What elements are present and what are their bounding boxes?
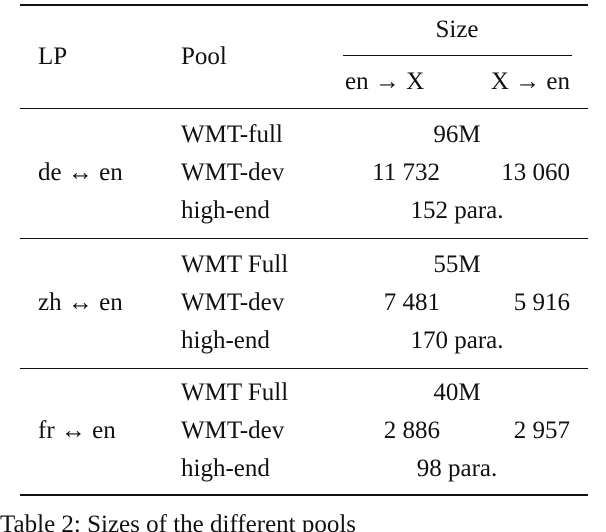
header-size: Size xyxy=(435,16,479,43)
header-lp: LP xyxy=(38,43,68,70)
header-en-x: en → X xyxy=(345,68,425,95)
pool: WMT-dev xyxy=(181,417,285,444)
pool: high-end xyxy=(181,327,270,354)
group-rule xyxy=(20,238,588,239)
size: 170 para. xyxy=(410,327,504,354)
pool: high-end xyxy=(181,455,270,482)
pool: WMT-dev xyxy=(181,289,285,316)
size-en-x: 2 886 xyxy=(383,417,440,444)
size-x-en: 13 060 xyxy=(501,159,570,186)
pool: WMT-dev xyxy=(181,159,285,186)
caption: Table 2: Sizes of the different pools xyxy=(0,511,357,532)
header-x-en: X → en xyxy=(490,68,570,95)
header-pool: Pool xyxy=(181,43,227,70)
group-rule xyxy=(20,368,588,369)
header-rule xyxy=(20,108,588,109)
pool: high-end xyxy=(181,197,270,224)
top-rule xyxy=(20,4,588,6)
bottom-rule xyxy=(20,494,588,496)
size: 152 para. xyxy=(410,197,504,224)
size-en-x: 7 481 xyxy=(383,289,440,316)
size-x-en: 2 957 xyxy=(513,417,570,444)
lp: de ↔ en xyxy=(38,159,123,186)
size-x-en: 5 916 xyxy=(513,289,570,316)
lp: fr ↔ en xyxy=(38,417,116,444)
pool: WMT-full xyxy=(181,121,283,148)
pool: WMT Full xyxy=(181,379,289,406)
size-rule xyxy=(343,55,572,56)
size: 55M xyxy=(433,251,481,278)
size: 96M xyxy=(433,121,481,148)
size: 40M xyxy=(433,379,481,406)
size-en-x: 11 732 xyxy=(372,159,440,186)
pool: WMT Full xyxy=(181,251,289,278)
lp: zh ↔ en xyxy=(38,289,123,316)
size: 98 para. xyxy=(416,455,498,482)
